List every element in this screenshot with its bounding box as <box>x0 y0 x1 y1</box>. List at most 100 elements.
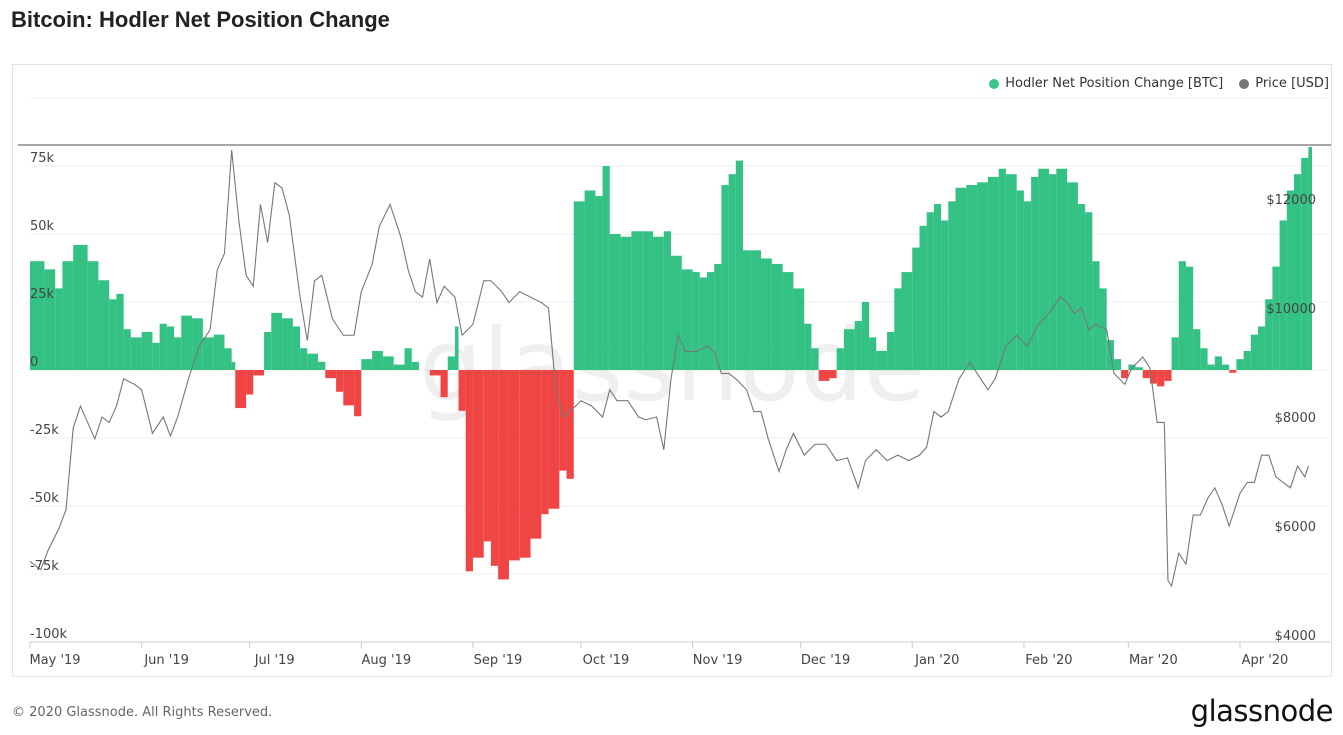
bar-67 <box>642 231 653 370</box>
legend-item-price[interactable]: Price [USD] <box>1239 76 1329 91</box>
x-tick-9: Feb '20 <box>1025 653 1072 668</box>
y-left-tick-3: 0 <box>30 355 38 370</box>
bar-81 <box>761 258 772 370</box>
bar-92 <box>861 302 870 370</box>
chart-title: Bitcoin: Hodler Net Position Change <box>11 7 390 32</box>
y-right-tick-1: $10000 <box>1266 302 1316 317</box>
bar-89 <box>836 348 844 370</box>
bar-32 <box>325 370 337 379</box>
bar-58 <box>559 370 567 471</box>
y-left-tick-7: -100k <box>30 627 68 642</box>
bar-108 <box>998 168 1006 370</box>
bar-140 <box>1243 350 1251 370</box>
bar-30 <box>307 353 319 370</box>
copyright-text: © 2020 Glassnode. All Rights Reserved. <box>12 705 273 720</box>
bar-106 <box>977 182 988 370</box>
bar-76 <box>721 185 729 370</box>
bar-112 <box>1031 176 1039 370</box>
bar-95 <box>887 331 895 370</box>
bar-84 <box>793 288 805 370</box>
bar-94 <box>876 350 888 370</box>
bar-120 <box>1099 288 1107 370</box>
bar-50 <box>483 370 491 542</box>
bar-116 <box>1067 182 1078 370</box>
bar-144 <box>1272 266 1280 370</box>
bar-7 <box>109 299 117 370</box>
legend-hodler-swatch <box>989 78 1000 89</box>
bar-49 <box>472 370 484 558</box>
bar-115 <box>1056 168 1068 370</box>
y-left-tick-0: 75k <box>30 151 55 166</box>
x-tick-3: Aug '19 <box>361 653 411 668</box>
bar-87 <box>818 370 830 381</box>
axis-layer: 75k 50k 25k 0 -25k -50k -75k -100k $12000 $10000 $… <box>18 144 1331 668</box>
bar-63 <box>602 166 610 370</box>
bar-31 <box>318 361 326 370</box>
bars-layer <box>30 146 1312 580</box>
bar-129 <box>1164 370 1172 381</box>
glassnode-logo[interactable]: glassnode <box>1190 694 1334 728</box>
bar-70 <box>671 255 682 370</box>
bar-24 <box>253 370 265 376</box>
bar-46 <box>454 326 459 370</box>
price-line <box>29 149 1309 588</box>
bar-117 <box>1077 204 1086 370</box>
bar-22 <box>235 370 247 409</box>
bar-4 <box>73 244 88 370</box>
legend-hodler-label: Hodler Net Position Change [BTC] <box>1005 76 1224 91</box>
bar-34 <box>343 370 355 406</box>
bar-98 <box>912 247 920 370</box>
bar-6 <box>98 280 110 370</box>
chart-frame <box>12 64 1332 677</box>
bar-99 <box>919 225 927 370</box>
x-tick-7: Dec '19 <box>801 653 850 668</box>
bar-52 <box>498 370 509 580</box>
x-tick-4: Sep '19 <box>474 653 523 668</box>
bar-53 <box>508 370 520 561</box>
bar-142 <box>1257 326 1266 370</box>
bar-132 <box>1185 266 1194 370</box>
bar-82 <box>771 263 783 370</box>
x-tick-1: Jun '19 <box>143 653 189 668</box>
bar-5 <box>87 261 99 370</box>
bar-118 <box>1085 212 1093 370</box>
bar-147 <box>1293 174 1302 370</box>
bar-19 <box>213 334 225 370</box>
bar-65 <box>620 236 632 370</box>
bar-64 <box>609 234 621 370</box>
bar-59 <box>566 370 574 479</box>
y-left-tick-4: -25k <box>30 423 59 438</box>
bar-145 <box>1279 220 1287 370</box>
bar-62 <box>595 195 603 370</box>
bar-79 <box>743 250 751 370</box>
bar-16 <box>181 315 193 370</box>
bar-61 <box>584 190 596 370</box>
bar-119 <box>1092 261 1100 370</box>
bar-136 <box>1214 356 1222 370</box>
bar-85 <box>804 323 812 370</box>
bar-128 <box>1157 370 1165 387</box>
bar-88 <box>829 370 837 379</box>
bar-96 <box>894 288 902 370</box>
bar-27 <box>282 318 293 370</box>
bar-137 <box>1221 364 1230 370</box>
bar-146 <box>1286 190 1294 370</box>
bar-57 <box>548 370 560 509</box>
bar-55 <box>530 370 542 539</box>
bar-114 <box>1049 174 1057 370</box>
x-tick-5: Oct '19 <box>583 653 630 668</box>
bar-44 <box>440 370 448 398</box>
bar-77 <box>728 174 736 370</box>
bar-60 <box>573 201 585 370</box>
bar-149 <box>1308 146 1312 370</box>
bar-111 <box>1023 201 1032 370</box>
bar-107 <box>987 176 999 370</box>
bar-122 <box>1113 359 1122 370</box>
bar-130 <box>1171 337 1179 370</box>
bar-97 <box>901 272 913 370</box>
legend-item-hodler[interactable]: Hodler Net Position Change [BTC] <box>989 76 1223 91</box>
bar-148 <box>1301 157 1309 370</box>
bar-135 <box>1207 364 1215 370</box>
bar-15 <box>174 337 182 370</box>
